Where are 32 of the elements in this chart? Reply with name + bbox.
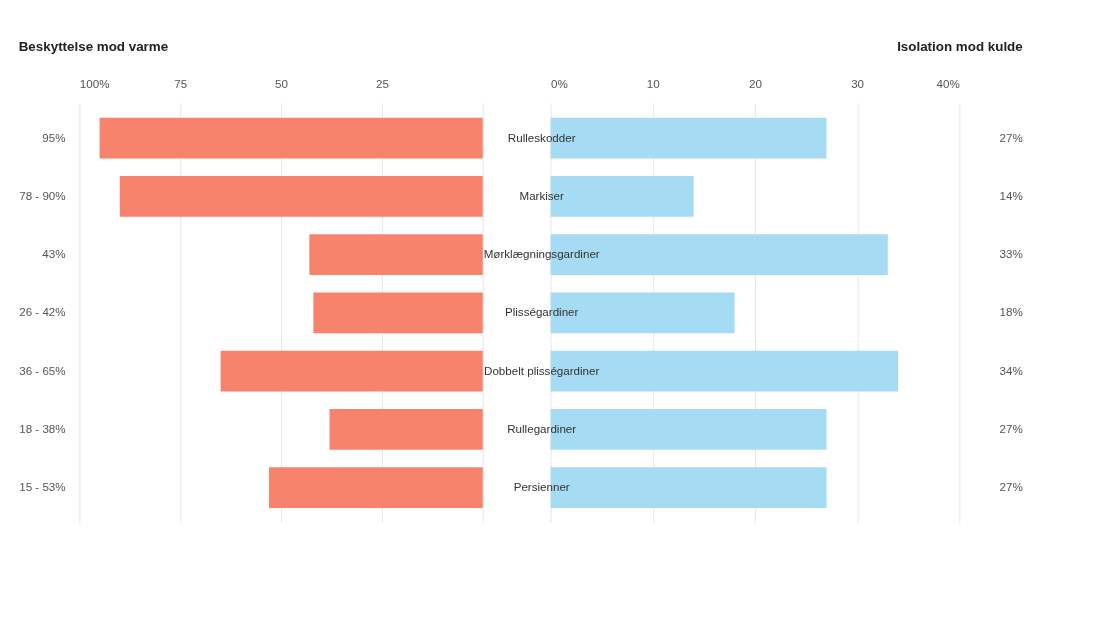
y-tick-label: 78 - 90% <box>19 188 66 202</box>
chart-title: Isolation mod kulde <box>897 39 1023 55</box>
data-label: 33% <box>999 247 1023 261</box>
data-label: 27% <box>999 130 1023 144</box>
x-tick-label: 10 <box>646 77 660 91</box>
y-tick-label: 95% <box>42 130 66 144</box>
x-tick-label: 100% <box>79 77 110 91</box>
x-tick-label: 25 <box>375 77 389 91</box>
y-tick-label: Rullegardiner <box>507 421 577 435</box>
data-label: 27% <box>999 421 1023 435</box>
data-label: 27% <box>999 480 1023 494</box>
chart-title: Beskyttelse mod varme <box>18 39 169 55</box>
y-tick-label: 43% <box>42 247 66 261</box>
x-tick-label: 40% <box>936 77 960 91</box>
y-tick-label: Rulleskodder <box>507 130 576 144</box>
x-tick-label: 20 <box>748 77 762 91</box>
y-tick-label: 15 - 53% <box>19 480 66 494</box>
x-tick-label: 0% <box>551 77 568 91</box>
data-label: 14% <box>999 188 1023 202</box>
y-tick-label: 36 - 65% <box>19 363 66 377</box>
y-tick-label: Persienner <box>513 480 570 494</box>
x-tick-label: 75 <box>174 77 188 91</box>
x-tick-label: 50 <box>275 77 289 91</box>
data-label: 18% <box>999 305 1023 319</box>
x-tick-label: 30 <box>851 77 865 91</box>
y-tick-label: 18 - 38% <box>19 421 66 435</box>
y-tick-label: Mørklægningsgardiner <box>483 247 600 261</box>
y-tick-label: Dobbelt plisségardiner <box>484 363 600 377</box>
y-tick-label: Markiser <box>519 188 565 202</box>
data-label: 34% <box>999 363 1023 377</box>
y-tick-label: 26 - 42% <box>19 305 66 319</box>
y-tick-label: Plisségardiner <box>504 305 579 319</box>
